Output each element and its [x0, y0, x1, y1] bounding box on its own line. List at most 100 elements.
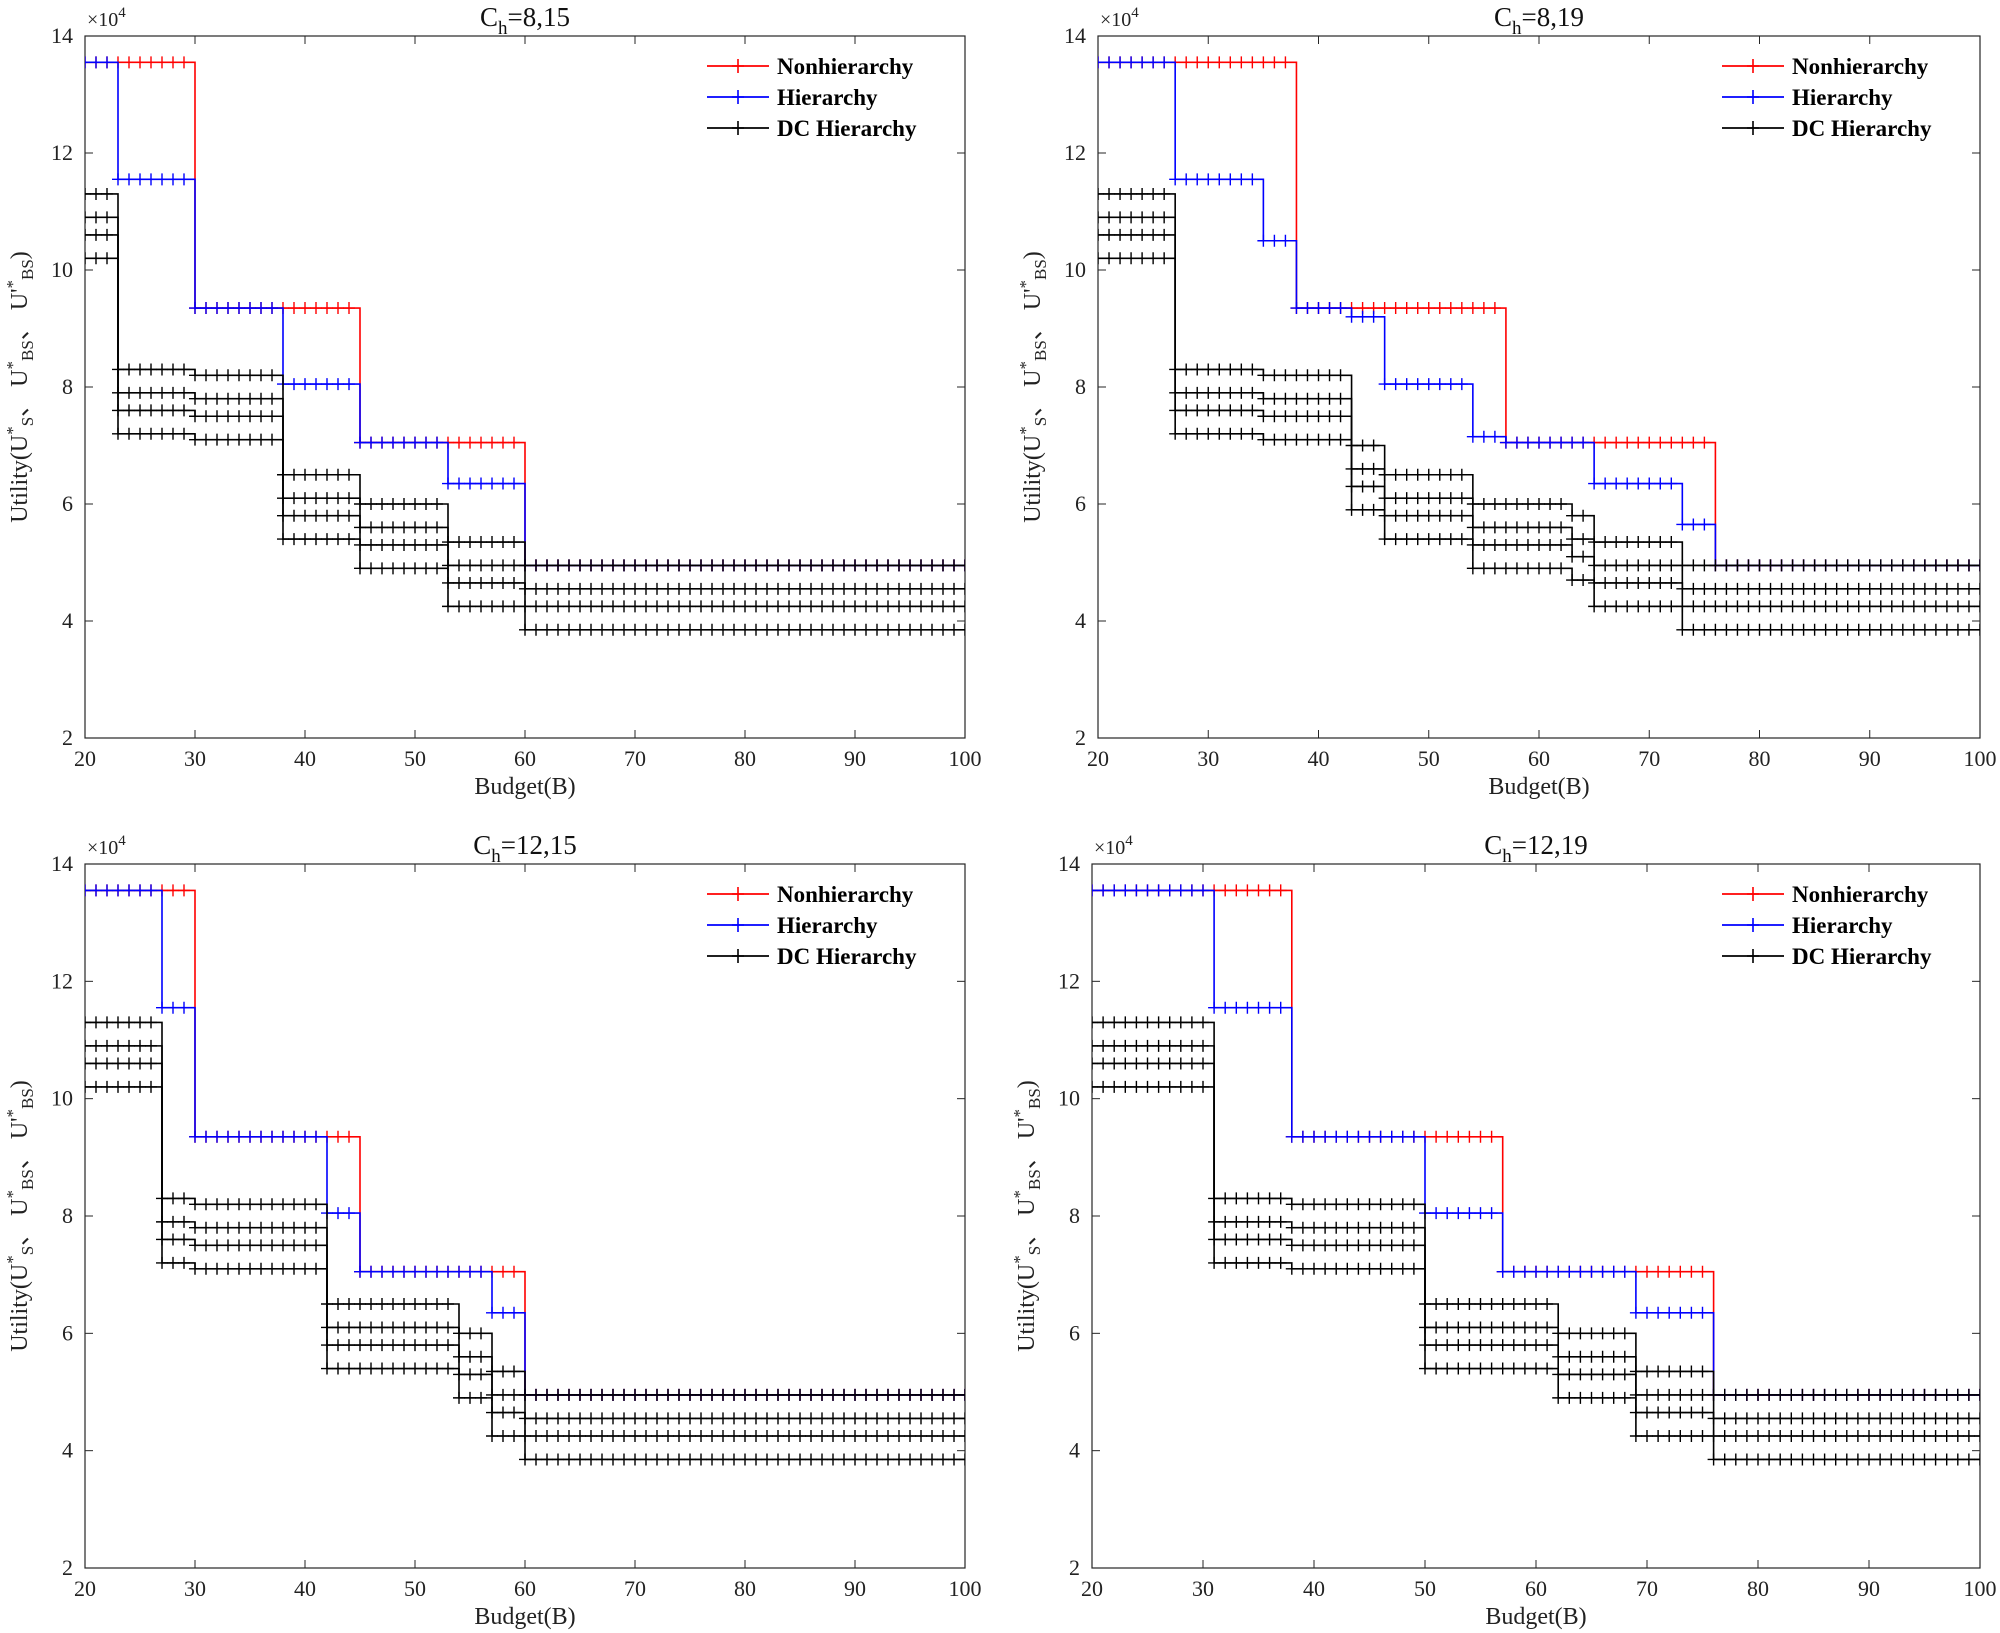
x-tick-label: 20	[1081, 1576, 1103, 1601]
dc-hierarchy-marker	[101, 1039, 113, 1052]
dc-hierarchy-marker	[1400, 492, 1413, 505]
dc-hierarchy-marker	[1163, 1080, 1176, 1093]
dc-hierarchy-marker	[376, 538, 388, 551]
dc-hierarchy-marker	[1274, 1215, 1287, 1228]
dc-hierarchy-marker	[915, 559, 927, 572]
dc-hierarchy-marker	[596, 1430, 608, 1442]
dc-hierarchy-marker	[1785, 1388, 1798, 1401]
dc-hierarchy-marker	[123, 427, 135, 440]
dc-hierarchy-marker	[1323, 392, 1336, 405]
dc-hierarchy-marker	[717, 559, 729, 572]
dc-hierarchy-marker	[1874, 1453, 1887, 1466]
nonhierarchy-marker	[1652, 1265, 1665, 1278]
dc-hierarchy-marker	[662, 1453, 674, 1466]
dc-hierarchy-marker	[431, 521, 443, 534]
dc-hierarchy-marker	[1852, 623, 1865, 636]
dc-hierarchy-marker	[904, 559, 916, 572]
dc-hierarchy-marker	[1566, 533, 1579, 546]
hierarchy-marker	[1389, 378, 1402, 391]
dc-hierarchy-marker	[211, 369, 223, 382]
dc-hierarchy-marker	[222, 369, 234, 382]
dc-hierarchy-marker	[662, 582, 674, 595]
dc-hierarchy-marker	[1643, 576, 1656, 589]
dc-hierarchy-marker	[1125, 187, 1138, 200]
dc-hierarchy-marker	[1797, 582, 1810, 595]
nonhierarchy-marker	[1444, 302, 1457, 315]
dc-hierarchy-marker	[1334, 410, 1347, 423]
dc-hierarchy-marker	[1896, 559, 1909, 572]
dc-hierarchy-marker	[354, 562, 366, 575]
dc-hierarchy-marker	[255, 392, 267, 405]
dc-hierarchy-marker	[200, 1239, 212, 1252]
dc-hierarchy-marker	[1485, 1321, 1498, 1334]
dc-hierarchy-marker	[1125, 211, 1138, 224]
hierarchy-marker	[1367, 310, 1380, 323]
dc-hierarchy-marker	[1632, 576, 1645, 589]
dc-hierarchy-marker	[552, 1412, 564, 1425]
dc-hierarchy-marker	[1518, 1321, 1531, 1334]
dc-hierarchy-marker	[915, 1430, 927, 1442]
dc-hierarchy-marker	[750, 1453, 762, 1466]
dc-hierarchy-marker	[860, 559, 872, 572]
dc-hierarchy-marker	[1533, 498, 1545, 510]
dc-hierarchy-marker	[1455, 533, 1468, 546]
hierarchy-marker	[156, 173, 168, 186]
hierarchy-marker	[1319, 1130, 1332, 1143]
dc-hierarchy-marker	[1742, 600, 1755, 613]
dc-hierarchy-marker	[739, 623, 751, 636]
dc-hierarchy-marker	[607, 600, 619, 613]
dc-hierarchy-marker	[376, 1298, 388, 1310]
dc-hierarchy-marker	[1544, 562, 1557, 575]
dc-hierarchy-marker	[1510, 562, 1523, 575]
dc-hierarchy-marker	[1185, 1016, 1198, 1029]
dc-hierarchy-marker	[266, 1221, 278, 1234]
dc-hierarchy-marker	[420, 498, 432, 510]
nonhierarchy-marker	[1674, 1265, 1687, 1278]
dc-hierarchy-marker	[1125, 252, 1138, 265]
dc-hierarchy-marker	[1103, 187, 1116, 200]
dc-hierarchy-marker	[1907, 1453, 1920, 1466]
dc-hierarchy-marker	[1152, 1057, 1165, 1070]
dc-hierarchy-marker	[739, 582, 751, 595]
dc-hierarchy-marker	[1274, 1233, 1287, 1246]
series-layer	[1092, 884, 1980, 1466]
dc-hierarchy-marker	[1241, 1192, 1254, 1205]
dc-hierarchy-marker	[563, 582, 575, 595]
hierarchy-marker	[1518, 1265, 1531, 1278]
dc-hierarchy-marker	[761, 1388, 773, 1401]
dc-hierarchy-marker	[123, 363, 135, 376]
nonhierarchy-marker	[1268, 56, 1281, 69]
dc-hierarchy-marker	[475, 1327, 487, 1340]
dc-hierarchy-marker	[1208, 1256, 1221, 1269]
chart-title: Ch=12,19	[1484, 830, 1588, 867]
hierarchy-marker	[156, 1001, 168, 1014]
dc-hierarchy-marker	[497, 1365, 509, 1378]
dc-hierarchy-marker	[123, 1080, 135, 1093]
dc-hierarchy-marker	[222, 392, 234, 405]
dc-hierarchy-marker	[1599, 576, 1612, 589]
dc-hierarchy-marker	[1940, 559, 1953, 572]
y-tick-label: 12	[1058, 968, 1080, 993]
dc-hierarchy-marker	[85, 211, 91, 224]
dc-hierarchy-marker	[1841, 559, 1854, 572]
dc-hierarchy-marker	[1224, 404, 1237, 417]
dc-hierarchy-marker	[178, 1215, 190, 1228]
dc-hierarchy-marker	[1174, 1016, 1187, 1029]
dc-hierarchy-marker	[1290, 410, 1303, 423]
dc-hierarchy-marker	[1257, 392, 1270, 405]
dc-hierarchy-marker	[1585, 1350, 1598, 1363]
dc-hierarchy-marker	[1731, 559, 1744, 572]
y-axis-label: Utility(U*S、 U*BS、 U'*BS)	[3, 1080, 37, 1352]
dc-hierarchy-marker	[453, 1368, 465, 1381]
dc-hierarchy-marker	[1588, 600, 1601, 613]
dc-hierarchy-marker	[321, 509, 333, 522]
dc-hierarchy-marker	[1444, 509, 1457, 522]
dc-hierarchy-marker	[761, 1430, 773, 1442]
dc-hierarchy-marker	[1819, 623, 1832, 636]
hierarchy-marker	[365, 1265, 377, 1278]
dc-hierarchy-marker	[112, 386, 124, 399]
dc-hierarchy-marker	[1441, 1362, 1454, 1375]
dc-hierarchy-marker	[552, 623, 564, 636]
dc-hierarchy-marker	[706, 1453, 718, 1466]
dc-hierarchy-marker	[706, 582, 718, 595]
